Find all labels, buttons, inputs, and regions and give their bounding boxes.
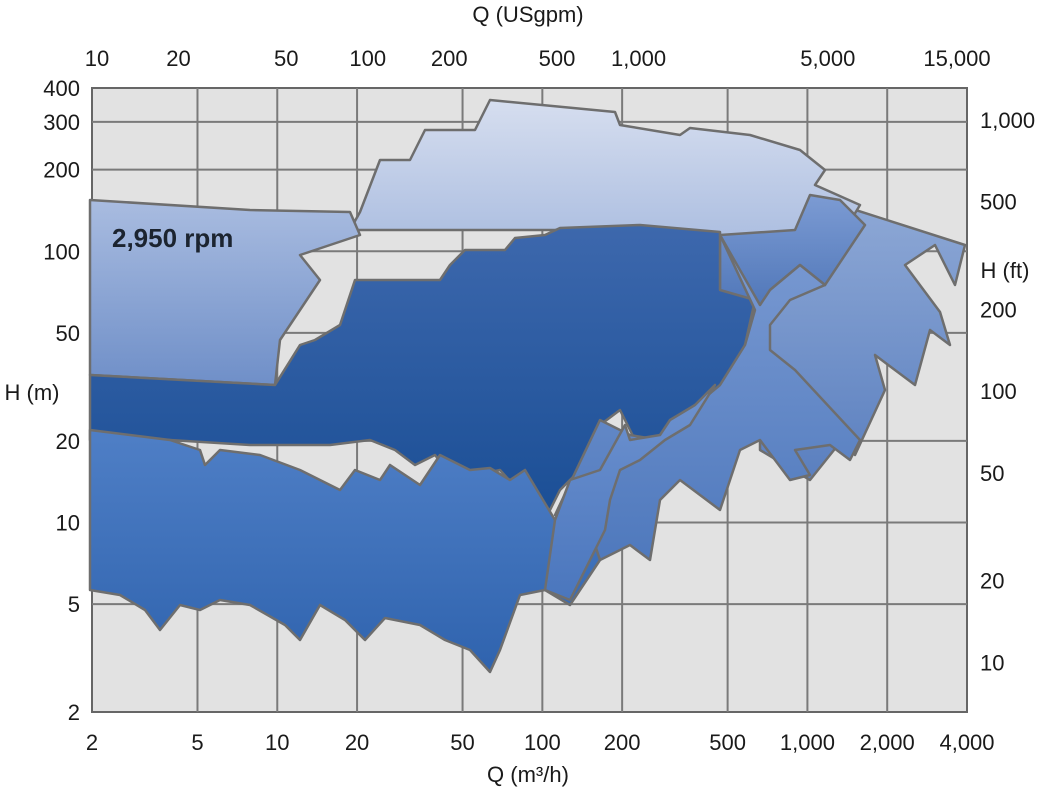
bottom-tick-label: 50 [450, 730, 474, 755]
left-tick-label: 5 [68, 592, 80, 617]
top-tick-label: 5,000 [800, 46, 855, 71]
region-bottom-right-ext [543, 383, 717, 602]
right-tick-label: 200 [980, 298, 1017, 323]
bottom-axis-ticks: 2 5 10 20 50 100 200 500 1,000 2,000 4,000 [86, 730, 995, 755]
right-axis-label: H (ft) [981, 258, 1030, 283]
bottom-tick-label: 10 [265, 730, 289, 755]
left-tick-label: 20 [56, 429, 80, 454]
right-tick-label: 1,000 [980, 108, 1035, 133]
rpm-annotation: 2,950 rpm [112, 223, 233, 253]
bottom-tick-label: 20 [345, 730, 369, 755]
bottom-tick-label: 4,000 [939, 730, 994, 755]
right-tick-label: 100 [980, 379, 1017, 404]
right-tick-label: 500 [980, 190, 1017, 215]
top-tick-label: 20 [166, 46, 190, 71]
bottom-tick-label: 100 [524, 730, 561, 755]
top-tick-label: 200 [431, 46, 468, 71]
operating-regions [88, 98, 967, 674]
top-tick-label: 15,000 [923, 46, 990, 71]
left-tick-label: 400 [43, 76, 80, 101]
left-tick-label: 50 [56, 321, 80, 346]
bottom-tick-label: 5 [191, 730, 203, 755]
left-tick-label: 300 [43, 110, 80, 135]
top-tick-label: 50 [274, 46, 298, 71]
left-axis-ticks: 2 5 10 20 50 100 200 300 400 [43, 76, 80, 725]
left-tick-label: 100 [43, 239, 80, 264]
top-axis-label: Q (USgpm) [472, 2, 583, 27]
bottom-tick-label: 500 [709, 730, 746, 755]
bottom-tick-label: 2,000 [860, 730, 915, 755]
left-tick-label: 200 [43, 158, 80, 183]
right-tick-label: 10 [980, 650, 1004, 675]
left-tick-label: 10 [56, 510, 80, 535]
left-tick-label: 2 [68, 700, 80, 725]
right-axis-ticks: 1,000 500 200 100 50 20 10 [980, 108, 1035, 675]
bottom-tick-label: 1,000 [780, 730, 835, 755]
bottom-axis-label: Q (m³/h) [487, 762, 569, 787]
right-tick-label: 50 [980, 461, 1004, 486]
bottom-tick-label: 200 [604, 730, 641, 755]
top-tick-label: 500 [539, 46, 576, 71]
top-tick-label: 100 [349, 46, 386, 71]
top-axis-ticks: 10 20 50 100 200 500 1,000 5,000 15,000 [85, 46, 991, 71]
top-tick-label: 10 [85, 46, 109, 71]
bottom-tick-label: 2 [86, 730, 98, 755]
top-tick-label: 1,000 [611, 46, 666, 71]
right-tick-label: 20 [980, 569, 1004, 594]
left-axis-label: H (m) [5, 380, 60, 405]
